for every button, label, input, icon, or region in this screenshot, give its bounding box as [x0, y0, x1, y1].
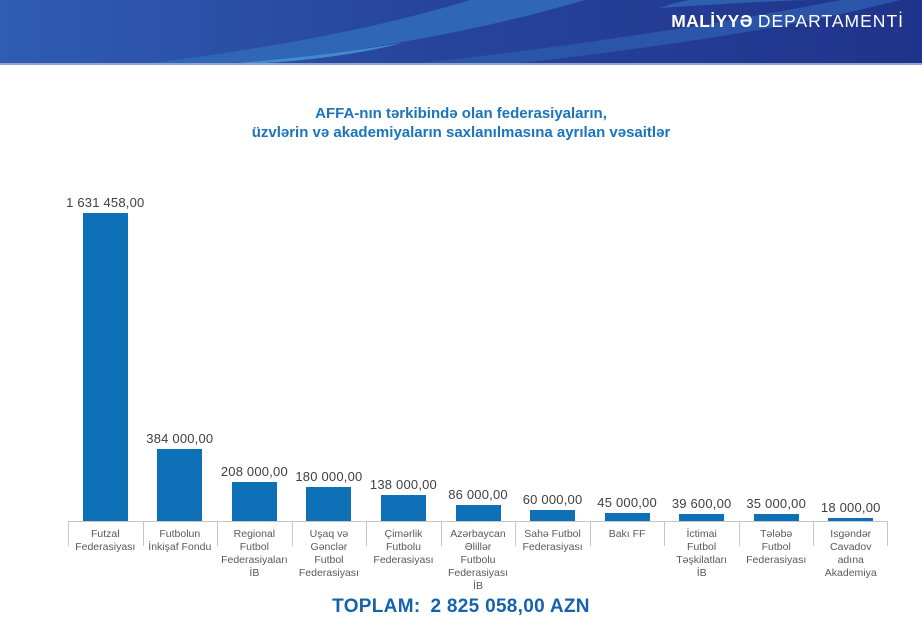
chart-column: 86 000,00 — [441, 487, 516, 521]
chart-column: 138 000,00 — [366, 477, 441, 521]
axis-tick — [68, 522, 69, 546]
bar-value-label: 208 000,00 — [220, 464, 288, 479]
chart-title-line2: üzvlərin və akademiyaların saxlanılmasın… — [251, 124, 671, 141]
category-label: Tələbə Futbol Federasiyası — [746, 528, 807, 566]
axis-tick — [738, 522, 740, 546]
bar-value-label: 384 000,00 — [146, 431, 214, 446]
bar-value-label: 35 000,00 — [746, 496, 807, 511]
bar — [530, 510, 576, 521]
brand-regular-text: DEPARTAMENTİ — [757, 11, 904, 31]
category-label: Regional Futbol Federasiyaları İB — [221, 528, 288, 579]
axis-tick — [515, 522, 517, 546]
category-axis: Futzal Federasiyası Futbolun İnkişaf Fond… — [68, 521, 888, 593]
category-label: Futbolun İnkişaf Fondu — [148, 528, 212, 553]
total-line: TOPLAM: 2 825 058,00 AZN — [0, 596, 922, 618]
chart-column: 208 000,00 — [217, 464, 292, 521]
brand-title: MALİYYƏ DEPARTAMENTİ — [671, 11, 904, 32]
category-label: İctimai Futbol Təşkilatları İB — [676, 528, 728, 579]
axis-tick — [217, 522, 219, 546]
bar — [753, 514, 799, 521]
bar — [604, 513, 650, 521]
header-banner: MALİYYƏ DEPARTAMENTİ — [0, 0, 922, 63]
category-label: Azərbaycan Əlillər Futbolu Federasiyası … — [447, 528, 509, 592]
chart-column: 45 000,00 — [590, 495, 665, 521]
total-value: 2 825 058,00 AZN — [430, 596, 590, 617]
chart-plot-area: 1 631 458,00 384 000,00 208 000,00 180 000,… — [66, 195, 888, 521]
bar — [679, 514, 725, 521]
axis-tick — [440, 522, 442, 546]
chart-column: 18 000,00 — [813, 500, 888, 521]
bar-value-label: 18 000,00 — [820, 500, 881, 515]
bar — [231, 482, 277, 521]
banner-swoosh-graphic — [0, 0, 922, 63]
axis-tick — [664, 522, 666, 546]
brand-bold-text: MALİYYƏ — [671, 11, 753, 31]
bar — [82, 213, 128, 521]
bar — [455, 505, 501, 521]
bar-value-label: 138 000,00 — [369, 477, 437, 492]
bar-value-label: 60 000,00 — [522, 492, 583, 507]
category-label: Bakı FF — [608, 528, 646, 540]
bar-value-label: 1 631 458,00 — [66, 195, 145, 210]
bar-value-label: 39 600,00 — [671, 496, 732, 511]
category-label: Çimərlik Futbolu Federasiyası — [373, 528, 434, 566]
bar — [828, 518, 874, 521]
axis-tick — [291, 522, 293, 546]
bar — [157, 449, 203, 521]
bar — [306, 487, 352, 521]
category-label: Isgəndər Cavadov adına Akademiya — [824, 528, 877, 579]
axis-tick — [366, 522, 368, 546]
bar-value-label: 45 000,00 — [597, 495, 657, 510]
chart-column: 1 631 458,00 — [66, 195, 145, 521]
bar — [380, 495, 426, 521]
bar-value-label: 86 000,00 — [448, 487, 508, 502]
chart-column: 384 000,00 — [143, 431, 218, 521]
total-label: TOPLAM: — [332, 596, 421, 617]
category-label: Uşaq və Gənclər Futbol Federasiyası — [298, 528, 359, 579]
chart-column: 60 000,00 — [515, 492, 590, 521]
category-label: Sahə Futbol Federasiyası — [522, 528, 583, 553]
chart-column: 180 000,00 — [292, 469, 367, 521]
axis-tick — [589, 522, 591, 546]
bar-chart: 1 631 458,00 384 000,00 208 000,00 180 000,… — [66, 195, 888, 593]
bar-value-label: 180 000,00 — [295, 469, 363, 484]
axis-tick — [813, 522, 815, 546]
category-label: Futzal Federasiyası — [75, 528, 136, 553]
chart-column: 35 000,00 — [739, 496, 814, 521]
axis-tick — [887, 522, 888, 546]
chart-title: AFFA-nın tərkibində olan federasiyaların… — [0, 104, 922, 142]
banner-underline — [0, 63, 922, 65]
chart-column: 39 600,00 — [664, 496, 739, 521]
chart-title-line1: AFFA-nın tərkibində olan federasiyaların… — [315, 105, 607, 122]
axis-tick — [142, 522, 144, 546]
